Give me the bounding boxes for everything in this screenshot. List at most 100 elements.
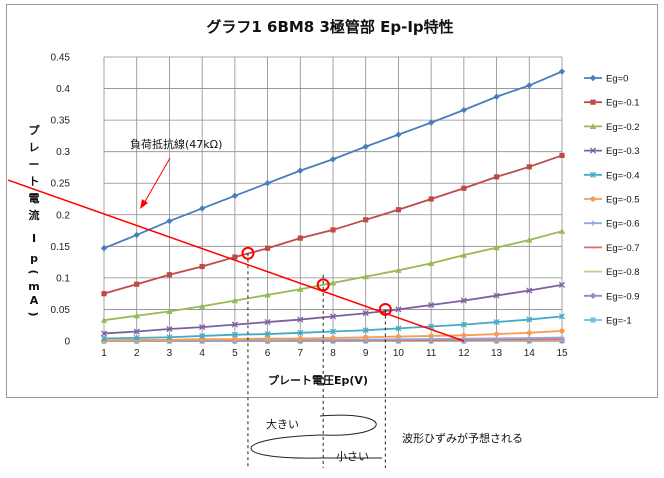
legend-item: Eg=-0.7	[584, 243, 640, 254]
series-marker	[231, 297, 239, 304]
y-tick-label: 0.35	[51, 116, 71, 127]
series-marker	[100, 335, 108, 342]
y-tick-label: 0.25	[51, 179, 71, 190]
series-marker	[461, 185, 467, 191]
series-marker	[589, 74, 597, 82]
series-marker	[264, 245, 271, 251]
legend-label: Eg=-0.9	[606, 291, 640, 302]
legend-item: Eg=-0.1	[584, 98, 640, 109]
y-tick-label: 0.3	[56, 147, 70, 158]
series-layer	[100, 68, 566, 345]
series-marker	[461, 332, 467, 338]
series-marker	[166, 325, 173, 333]
series-marker	[264, 291, 271, 298]
series-marker	[199, 332, 206, 339]
legend-label: Eg=-1	[606, 316, 632, 327]
series-marker	[297, 335, 303, 342]
y-label-char: )	[27, 311, 40, 316]
series-marker	[362, 310, 369, 317]
series-marker	[526, 316, 533, 323]
chart-title: グラフ1 6BM8 3極管部 Ep-Ip特性	[206, 18, 453, 36]
series-marker	[589, 147, 597, 154]
series-marker	[199, 324, 206, 331]
series-marker	[297, 316, 304, 323]
series-marker	[264, 319, 271, 326]
operating-point	[378, 302, 392, 316]
load-line-layer	[7, 157, 465, 468]
y-tick-label: 0.05	[51, 305, 71, 316]
series-marker	[590, 99, 596, 105]
series-marker	[133, 334, 140, 341]
x-tick-label: 10	[393, 348, 405, 359]
legend-label: Eg=-0.2	[606, 122, 640, 133]
y-label-char: ー	[29, 158, 40, 171]
series-marker	[232, 254, 238, 260]
series-Eg-0-4	[100, 313, 566, 342]
x-tick-label: 8	[330, 348, 336, 359]
series-marker	[330, 335, 336, 341]
legend-item: Eg=0	[584, 74, 628, 85]
y-label-char: p	[30, 252, 38, 265]
x-tick-label: 5	[232, 348, 238, 359]
series-marker	[395, 325, 402, 332]
load-line-arrow	[142, 157, 171, 206]
legend-label: Eg=-0.3	[606, 146, 640, 157]
operating-point	[241, 246, 255, 260]
series-marker	[363, 217, 369, 223]
y-tick-label: 0.1	[56, 273, 70, 284]
series-marker	[166, 308, 173, 314]
x-tick-label: 1	[101, 348, 107, 359]
y-tick-label: 0.4	[56, 84, 70, 95]
series-marker	[198, 303, 206, 309]
series-marker	[264, 335, 271, 342]
series-marker	[329, 328, 337, 335]
series-marker	[526, 164, 532, 170]
series-marker	[558, 281, 566, 288]
series-marker	[363, 334, 369, 340]
series-marker	[427, 260, 435, 266]
series-marker	[330, 227, 336, 233]
series-marker	[526, 82, 533, 89]
x-tick-label: 2	[134, 348, 140, 359]
x-tick-label: 7	[298, 348, 304, 359]
x-tick-label: 3	[167, 348, 173, 359]
series-marker	[297, 167, 304, 174]
series-marker	[134, 281, 140, 287]
x-tick-label: 9	[363, 348, 369, 359]
x-tick-label: 12	[458, 348, 470, 359]
series-marker	[589, 292, 597, 299]
load-line	[7, 179, 465, 342]
series-marker	[395, 333, 402, 340]
series-marker	[100, 245, 108, 252]
load-line-arrowhead	[140, 199, 148, 209]
y-label-char: A	[30, 294, 39, 307]
legend-item: Eg=-0.6	[584, 219, 640, 230]
series-marker	[493, 292, 500, 299]
series-marker	[166, 334, 173, 341]
series-marker	[101, 291, 107, 297]
series-marker	[590, 317, 596, 323]
legend-label: Eg=-0.1	[606, 98, 640, 109]
series-marker	[428, 301, 435, 309]
series-marker	[395, 131, 402, 138]
series-marker	[460, 297, 467, 304]
series-marker	[428, 333, 434, 339]
lower-curve	[250, 434, 382, 459]
series-marker	[100, 330, 108, 337]
series-marker	[526, 330, 532, 336]
grid-layer	[103, 56, 563, 342]
series-marker	[231, 321, 238, 328]
series-marker	[427, 119, 435, 126]
distortion-diagram	[250, 414, 382, 459]
series-marker	[395, 306, 402, 313]
series-marker	[362, 273, 369, 280]
series-marker	[297, 286, 304, 292]
series-marker	[395, 207, 402, 213]
legend-item: Eg=-0.4	[584, 170, 640, 181]
y-label-char: m	[28, 280, 39, 293]
series-marker	[231, 192, 239, 200]
series-marker	[232, 336, 238, 342]
y-tick-label: 0.2	[56, 210, 70, 221]
series-marker	[199, 263, 205, 270]
